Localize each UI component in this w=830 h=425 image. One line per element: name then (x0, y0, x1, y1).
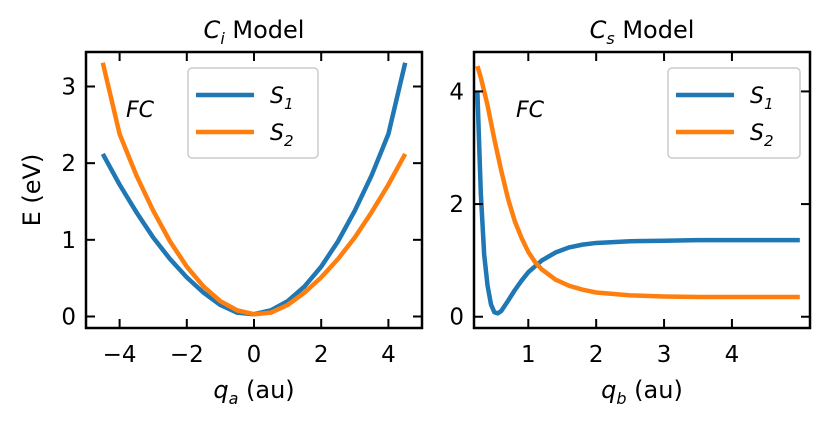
legend-label: S2 (270, 121, 294, 150)
legend-subscript: 2 (764, 132, 774, 150)
title-subscript: s (606, 29, 614, 48)
legend-box (667, 67, 801, 159)
y-axis-label: E (eV) (18, 154, 46, 227)
legend-label: S1 (270, 84, 294, 113)
x-tick-label: 4 (381, 342, 396, 368)
legend-box (187, 67, 319, 159)
chart-title: Cs Model (590, 16, 695, 48)
series-line-s2 (100, 62, 408, 317)
x-tick-label: 1 (521, 342, 536, 368)
series-line-s1 (475, 91, 800, 316)
legend-symbol: S (270, 121, 284, 146)
x-axis-label: qa (au) (213, 376, 294, 408)
xlabel-subscript: b (616, 389, 626, 408)
fc-annotation: FC (126, 98, 155, 123)
legend-symbol: S (750, 84, 764, 109)
title-symbol: C (204, 16, 221, 44)
x-tick-label: −4 (103, 342, 137, 368)
legend-subscript: 1 (284, 95, 294, 113)
legend-label: S2 (750, 121, 774, 150)
y-tick-label: 3 (61, 75, 76, 101)
title-text: Model (225, 16, 305, 44)
x-tick-label: −2 (170, 342, 204, 368)
x-tick-label: 0 (247, 342, 262, 368)
plot-frame (472, 50, 812, 330)
legend-symbol: S (270, 84, 284, 109)
x-axis-label: qb (au) (601, 376, 683, 408)
series-line-s2 (475, 65, 800, 300)
legend-label: S1 (750, 84, 774, 113)
title-symbol: C (590, 16, 607, 44)
xlabel-text: (au) (238, 376, 294, 404)
y-tick-label: 2 (449, 192, 464, 218)
xlabel-text: (au) (627, 376, 683, 404)
fc-annotation: FC (516, 98, 545, 123)
xlabel-subscript: a (229, 389, 239, 408)
plot-frame (84, 50, 424, 330)
title-subscript: i (220, 29, 225, 48)
title-text: Model (615, 16, 695, 44)
legend-symbol: S (750, 121, 764, 146)
legend-subscript: 1 (764, 95, 774, 113)
y-tick-label: 1 (61, 228, 76, 254)
y-tick-label: 4 (449, 79, 464, 105)
x-tick-label: 4 (725, 342, 740, 368)
x-tick-label: 3 (657, 342, 672, 368)
x-tick-label: 2 (589, 342, 604, 368)
chart-title: Ci Model (204, 16, 305, 48)
legend-subscript: 2 (284, 132, 294, 150)
xlabel-symbol: q (213, 376, 228, 404)
x-tick-label: 2 (314, 342, 329, 368)
y-tick-label: 0 (449, 305, 464, 331)
xlabel-symbol: q (601, 376, 616, 404)
y-tick-label: 2 (61, 151, 76, 177)
y-tick-label: 0 (61, 305, 76, 331)
